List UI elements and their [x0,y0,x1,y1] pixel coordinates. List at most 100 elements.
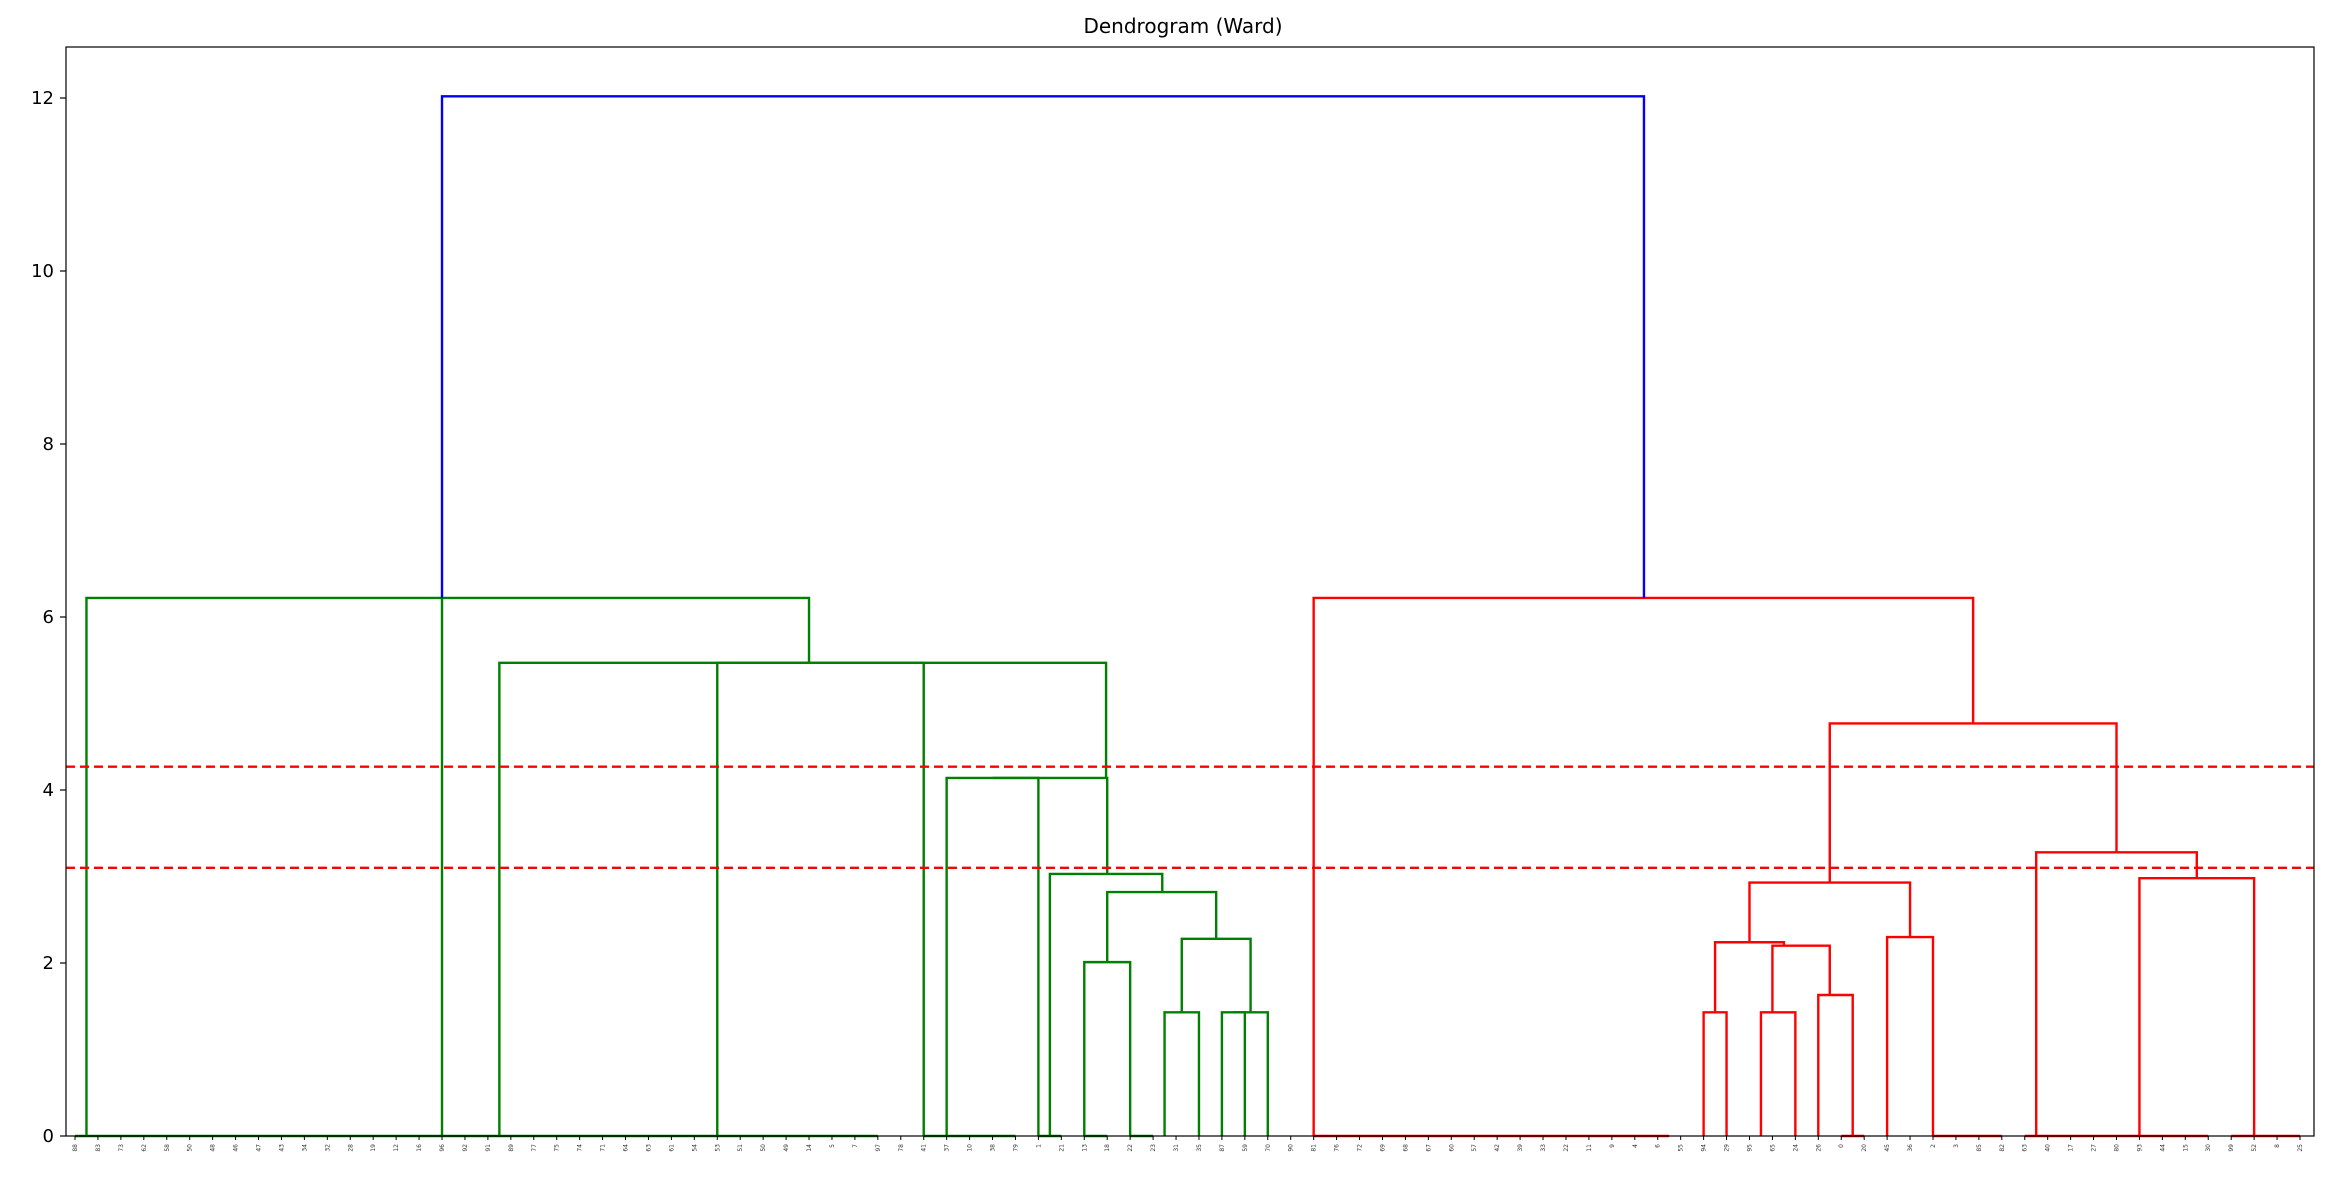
dendrogram-link-20 [2138,877,2256,1136]
leaf-label-39: 10 [967,1144,974,1152]
leaf-label-77: 0 [1838,1144,1845,1148]
leaf-label-62: 42 [1494,1144,1501,1152]
leaf-label-83: 85 [1976,1144,1983,1152]
leaf-label-19: 89 [508,1144,515,1152]
leaf-label-43: 21 [1058,1144,1065,1152]
leaf-label-15: 16 [416,1144,423,1152]
leaf-label-50: 87 [1219,1144,1226,1152]
dendrogram-link-13 [1702,1011,1728,1136]
leaf-label-25: 63 [645,1144,652,1152]
leaf-label-51: 59 [1242,1144,1249,1152]
y-tick-label-4: 4 [43,780,54,801]
leaf-label-24: 64 [623,1144,630,1152]
leaf-label-52: 70 [1265,1144,1272,1152]
leaf-label-44: 13 [1081,1144,1088,1152]
leaf-label-95: 52 [2251,1144,2258,1152]
leaf-label-69: 6 [1655,1144,1662,1148]
leaf-label-64: 33 [1540,1144,1547,1152]
leaf-label-82: 3 [1953,1144,1960,1148]
leaf-label-0: 88 [72,1144,79,1152]
x-axis: 88 83 73 62 58 50 48 46 47 43 34 32 28 19 12 16 96 92 91 89… [72,1136,2304,1152]
leaf-label-60: 60 [1448,1144,1455,1152]
leaf-label-59: 67 [1425,1144,1432,1152]
leaf-label-18: 91 [485,1144,492,1152]
plot-area [66,95,2314,1138]
leaf-label-79: 45 [1884,1144,1891,1152]
y-tick-label-0: 0 [43,1126,54,1147]
leaf-label-93: 30 [2205,1144,2212,1152]
leaf-label-38: 37 [944,1144,951,1152]
leaf-label-34: 7 [852,1144,859,1148]
leaf-label-53: 90 [1288,1144,1295,1152]
leaf-label-67: 9 [1609,1144,1616,1148]
leaf-label-32: 14 [806,1144,813,1152]
leaf-label-54: 81 [1311,1144,1318,1152]
y-tick-label-10: 10 [31,261,54,282]
dendrogram-link-5 [1220,1011,1247,1136]
leaf-label-87: 17 [2068,1144,2075,1152]
leaf-label-45: 18 [1104,1144,1111,1152]
leaf-label-94: 99 [2228,1144,2235,1152]
leaf-label-65: 22 [1563,1144,1570,1152]
leaf-label-61: 57 [1471,1144,1478,1152]
leaf-label-91: 44 [2159,1144,2166,1152]
dendrogram-link-21 [2035,851,2198,1136]
leaf-label-58: 68 [1402,1144,1409,1152]
leaf-label-35: 97 [875,1144,882,1152]
leaf-label-26: 61 [668,1144,675,1152]
leaf-label-10: 34 [301,1144,308,1152]
leaf-label-85: 63 [2022,1144,2029,1152]
leaf-label-42: 1 [1035,1144,1042,1148]
dendrogram-link-22 [1828,722,2118,883]
leaf-label-17: 92 [462,1144,469,1152]
leaf-label-75: 24 [1792,1144,1799,1152]
leaf-label-55: 76 [1334,1144,1341,1152]
leaf-label-72: 29 [1724,1144,1731,1152]
dendrogram-link-1 [498,661,925,1136]
leaf-label-80: 36 [1907,1144,1914,1152]
leaf-label-3: 62 [141,1144,148,1152]
leaf-label-2: 73 [118,1144,125,1152]
leaf-label-66: 11 [1586,1144,1593,1152]
y-axis: 0 2 4 6 8 10 12 [31,88,66,1147]
leaf-label-12: 28 [347,1144,354,1152]
leaf-label-47: 23 [1150,1144,1157,1152]
dendrogram-link-4 [1163,1011,1201,1136]
leaf-label-70: 55 [1678,1144,1685,1152]
leaf-label-76: 26 [1815,1144,1822,1152]
axes-frame [65,46,2315,1137]
leaf-label-31: 49 [783,1144,790,1152]
leaf-label-97: 25 [2297,1144,2304,1152]
dendrogram-link-10 [992,776,1109,874]
leaf-label-20: 77 [531,1144,538,1152]
leaf-label-63: 39 [1517,1144,1524,1152]
leaf-label-23: 71 [600,1144,607,1152]
leaf-label-71: 94 [1701,1144,1708,1152]
leaf-label-36: 78 [898,1144,905,1152]
y-tick-label-8: 8 [43,434,54,455]
leaf-label-1: 83 [95,1144,102,1152]
leaf-label-73: 95 [1746,1144,1753,1152]
dendrogram-link-7 [1180,937,1252,1013]
leaf-label-5: 50 [187,1144,194,1152]
leaf-label-84: 82 [1999,1144,2006,1152]
chart-title: Dendrogram (Ward) [1083,14,1282,38]
leaf-label-28: 53 [714,1144,721,1152]
leaf-label-21: 75 [554,1144,561,1152]
dendrogram-link-16 [1771,944,1831,1013]
leaf-label-29: 51 [737,1144,744,1152]
dendrogram-link-19 [1748,881,1912,943]
leaf-label-30: 50 [760,1144,767,1152]
leaf-label-74: 65 [1769,1144,1776,1152]
leaf-label-9: 43 [278,1144,285,1152]
leaf-label-16: 96 [439,1144,446,1152]
leaf-label-11: 32 [324,1144,331,1152]
dendrogram-link-3 [1083,960,1132,1136]
leaf-label-56: 72 [1357,1144,1364,1152]
leaf-label-22: 74 [577,1144,584,1152]
dendrogram-link-11 [716,661,1108,1136]
dendrogram-link-15 [1817,993,1854,1136]
leaf-label-68: 4 [1632,1144,1639,1148]
leaf-label-7: 46 [233,1144,240,1152]
